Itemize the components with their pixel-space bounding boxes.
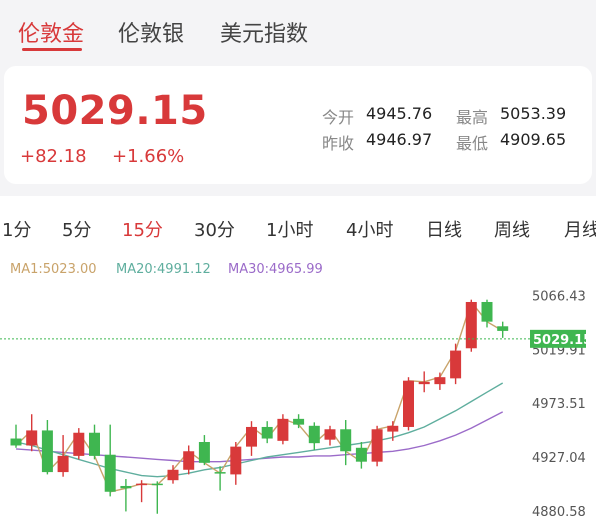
candlestick-chart[interactable]: MA1:5023.00 MA20:4991.12 MA30:4965.99 50… <box>0 256 596 523</box>
period-1hour[interactable]: 1小时 <box>266 220 314 241</box>
candle-body <box>497 326 509 331</box>
period-selector: 1分 5分 15分 30分 1小时 4小时 日线 周线 月线 <box>0 196 596 256</box>
current-price-label: 5029.15 <box>533 333 592 348</box>
candle-body <box>230 446 242 475</box>
candle-body <box>104 454 116 492</box>
ma30-indicator: MA30:4965.99 <box>228 262 323 277</box>
low-value: 4909.65 <box>500 130 567 149</box>
ma1-line <box>15 300 504 493</box>
candle-body <box>120 485 132 489</box>
candle-body <box>277 418 289 441</box>
price-change: +82.18 <box>20 146 87 167</box>
low-label: 最低 <box>456 134 489 153</box>
candle-body <box>387 425 399 432</box>
candle-body <box>214 472 226 474</box>
tab-london-gold[interactable]: 伦敦金 <box>18 22 85 47</box>
candle-body <box>450 350 462 379</box>
tab-london-silver[interactable]: 伦敦银 <box>118 22 185 47</box>
current-price-badge <box>530 329 586 348</box>
candle-body <box>371 429 383 462</box>
candle-body <box>340 429 352 452</box>
open-label: 今开 <box>322 108 355 127</box>
candle-body <box>151 483 163 486</box>
candle-body <box>89 432 100 456</box>
quote-card: 5029.15 +82.18 +1.66% 今开 4945.76 最高 5053… <box>4 66 592 184</box>
candle-body <box>261 426 273 439</box>
candle-body <box>198 442 210 463</box>
current-price: 5029.15 <box>22 88 208 134</box>
chart-plot: 5066.435019.914973.514927.044880.585029.… <box>0 290 592 520</box>
instrument-tabs: 伦敦金 伦敦银 美元指数 <box>0 0 596 62</box>
period-daily[interactable]: 日线 <box>426 220 462 241</box>
y-tick-label: 4973.51 <box>532 397 586 412</box>
open-value: 4945.76 <box>366 104 433 123</box>
candle-body <box>167 469 179 481</box>
period-5min[interactable]: 5分 <box>62 220 92 241</box>
period-1min[interactable]: 1分 <box>2 220 32 241</box>
candle-body <box>355 447 367 462</box>
candle-body <box>73 432 85 456</box>
ma1-indicator: MA1:5023.00 <box>10 262 97 277</box>
y-tick-label: 4880.58 <box>532 505 586 520</box>
candle-body <box>41 430 53 473</box>
high-label: 最高 <box>456 108 489 127</box>
y-tick-label: 4927.04 <box>532 451 586 466</box>
candle-body <box>308 425 320 444</box>
candle-body <box>10 438 22 446</box>
candle-body <box>26 430 38 446</box>
candle-body <box>57 455 69 473</box>
active-tab-underline <box>22 48 82 51</box>
y-tick-label: 5066.43 <box>532 290 586 305</box>
period-30min[interactable]: 30分 <box>194 220 235 241</box>
period-weekly[interactable]: 周线 <box>494 220 530 241</box>
period-4hour[interactable]: 4小时 <box>346 220 394 241</box>
price-change-percent: +1.66% <box>112 146 185 167</box>
prev-close-label: 昨收 <box>322 134 355 153</box>
candle-body <box>403 380 414 427</box>
candle-body <box>418 381 430 385</box>
candle-body <box>293 418 305 425</box>
ma20-line <box>15 382 504 478</box>
period-monthly[interactable]: 月线 <box>564 220 596 241</box>
candle-body <box>136 483 148 486</box>
high-value: 5053.39 <box>500 104 567 123</box>
candle-body <box>246 426 257 447</box>
prev-close-value: 4946.97 <box>366 130 433 149</box>
candle-body <box>324 429 336 440</box>
ma20-indicator: MA20:4991.12 <box>116 262 211 277</box>
period-15min[interactable]: 15分 <box>122 220 163 241</box>
candle-body <box>434 377 446 385</box>
candle-body <box>465 301 477 349</box>
candle-body <box>183 451 195 470</box>
tab-dollar-index[interactable]: 美元指数 <box>220 22 309 47</box>
candle-body <box>481 301 493 322</box>
